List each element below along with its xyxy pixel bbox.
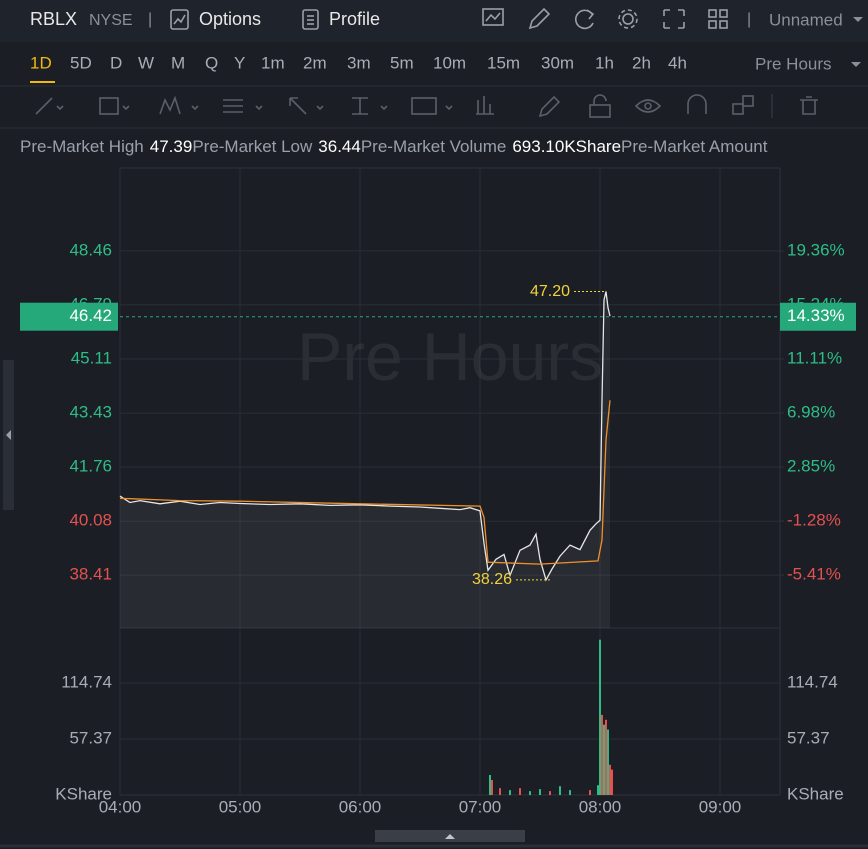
tab[interactable]: Options <box>199 9 261 29</box>
timeframe[interactable]: Q <box>205 53 218 72</box>
x-tick-label: 04:00 <box>99 797 142 816</box>
volume-bar <box>559 786 561 795</box>
volume-bar <box>529 791 531 795</box>
timeframe[interactable]: 5D <box>70 53 92 72</box>
volume-bar <box>605 719 607 795</box>
y-tick-label: KShare <box>55 784 112 803</box>
x-tick-label: 06:00 <box>339 797 382 816</box>
y-tick-label: 114.74 <box>61 672 112 691</box>
timeframe[interactable]: 5m <box>390 53 414 72</box>
price-area <box>120 291 610 628</box>
tab[interactable]: Profile <box>329 9 380 29</box>
stat-value: 693.10KShare <box>512 137 621 156</box>
timeframe[interactable]: 15m <box>487 53 520 72</box>
volume-bar <box>549 791 551 795</box>
stat-label: Pre-Market Low <box>192 137 313 156</box>
stat-label: Pre-Market Volume <box>361 137 507 156</box>
y2-tick-label: -1.28% <box>787 510 841 529</box>
last-price-box <box>20 302 118 331</box>
timeframe[interactable]: 2m <box>303 53 327 72</box>
y2-tick-label: 11.11% <box>787 348 842 367</box>
caret <box>851 62 861 67</box>
timeframe[interactable]: 30m <box>541 53 574 72</box>
stat-value: 36.44 <box>318 137 361 156</box>
y-tick-label: 40.08 <box>69 511 112 530</box>
timeframe[interactable]: D <box>110 53 122 72</box>
y-tick-label: 57.37 <box>69 728 112 747</box>
timeframe[interactable]: Y <box>234 53 245 72</box>
watermark: Pre Hours <box>297 319 603 395</box>
volume-bar <box>601 714 603 795</box>
annotation-label: 38.26 <box>472 571 512 588</box>
y2-tick-label: 114.74 <box>787 672 838 691</box>
y2-tick-label: 19.36% <box>787 240 845 259</box>
timeframe[interactable]: 2h <box>632 53 651 72</box>
timeframe-bar <box>0 42 868 86</box>
volume-bar <box>509 790 511 795</box>
last-change-label: 14.33% <box>787 306 845 325</box>
volume-bar <box>603 724 605 795</box>
x-tick-label: 09:00 <box>699 797 742 816</box>
stat-label: Pre-Market High <box>20 137 144 156</box>
session-select[interactable]: Pre Hours <box>755 54 832 73</box>
volume-bar <box>607 729 609 795</box>
last-change-box <box>780 302 856 331</box>
price-line <box>119 291 611 582</box>
toolbar-icons[interactable] <box>482 7 728 30</box>
exchange: NYSE <box>89 12 133 29</box>
separator: | <box>148 11 152 28</box>
volume-bar <box>491 779 493 795</box>
tools-bar <box>0 86 868 128</box>
volume-bar <box>569 790 571 795</box>
last-price-label: 46.42 <box>69 306 112 325</box>
y2-tick-label: 6.98% <box>787 402 835 421</box>
profile-icon[interactable] <box>302 9 319 30</box>
y-tick-label: 45.11 <box>71 348 112 367</box>
plot-area <box>119 167 781 796</box>
options-icon[interactable] <box>170 9 189 30</box>
scroll-arrow <box>445 834 455 839</box>
y-tick-label: 38.41 <box>69 565 112 584</box>
volume-bar <box>597 785 599 795</box>
y-tick-label: 41.76 <box>69 457 112 476</box>
x-tick-label: 05:00 <box>219 797 262 816</box>
x-tick-label: 07:00 <box>459 797 502 816</box>
volume-bar <box>519 788 521 795</box>
y2-tick-label: 57.37 <box>787 728 830 747</box>
price-line <box>119 400 611 565</box>
timeframe[interactable]: 3m <box>347 53 371 72</box>
timeframe[interactable]: W <box>138 53 154 72</box>
separator: | <box>747 11 751 28</box>
timeframe[interactable]: 1D <box>30 53 52 72</box>
stat-value: 47.39 <box>150 137 193 156</box>
x-tick-label: 08:00 <box>579 797 622 816</box>
y2-tick-label: KShare <box>787 784 844 803</box>
y2-tick-label: -5.41% <box>787 564 841 583</box>
drawing-tools[interactable] <box>35 94 818 118</box>
y-tick-label: 43.43 <box>69 403 112 422</box>
annotation-label: 47.20 <box>530 283 570 300</box>
caret <box>853 17 863 22</box>
volume-bar <box>599 639 601 795</box>
layout-name[interactable]: Unnamed <box>769 10 843 29</box>
volume-bar <box>589 790 591 795</box>
y2-tick-label: 2.85% <box>787 456 835 475</box>
timeframe[interactable]: 1h <box>595 53 614 72</box>
volume-bar <box>499 788 501 795</box>
timeframe[interactable]: 4h <box>668 53 687 72</box>
timeframe[interactable]: 1m <box>261 53 285 72</box>
volume-bar <box>489 774 491 795</box>
y-tick-label: 48.46 <box>69 240 112 259</box>
side-handle-arrow <box>6 430 11 440</box>
stats-line: Pre-Market High 47.39Pre-Market Low 36.44P… <box>20 137 768 156</box>
stat-label: Pre-Market Amount <box>621 137 768 156</box>
timeframe[interactable]: 10m <box>433 53 466 72</box>
symbol: RBLX <box>30 9 77 29</box>
volume-bar <box>539 789 541 795</box>
timeframe[interactable]: M <box>171 53 185 72</box>
volume-bar <box>611 769 613 795</box>
volume-bar <box>609 764 611 795</box>
